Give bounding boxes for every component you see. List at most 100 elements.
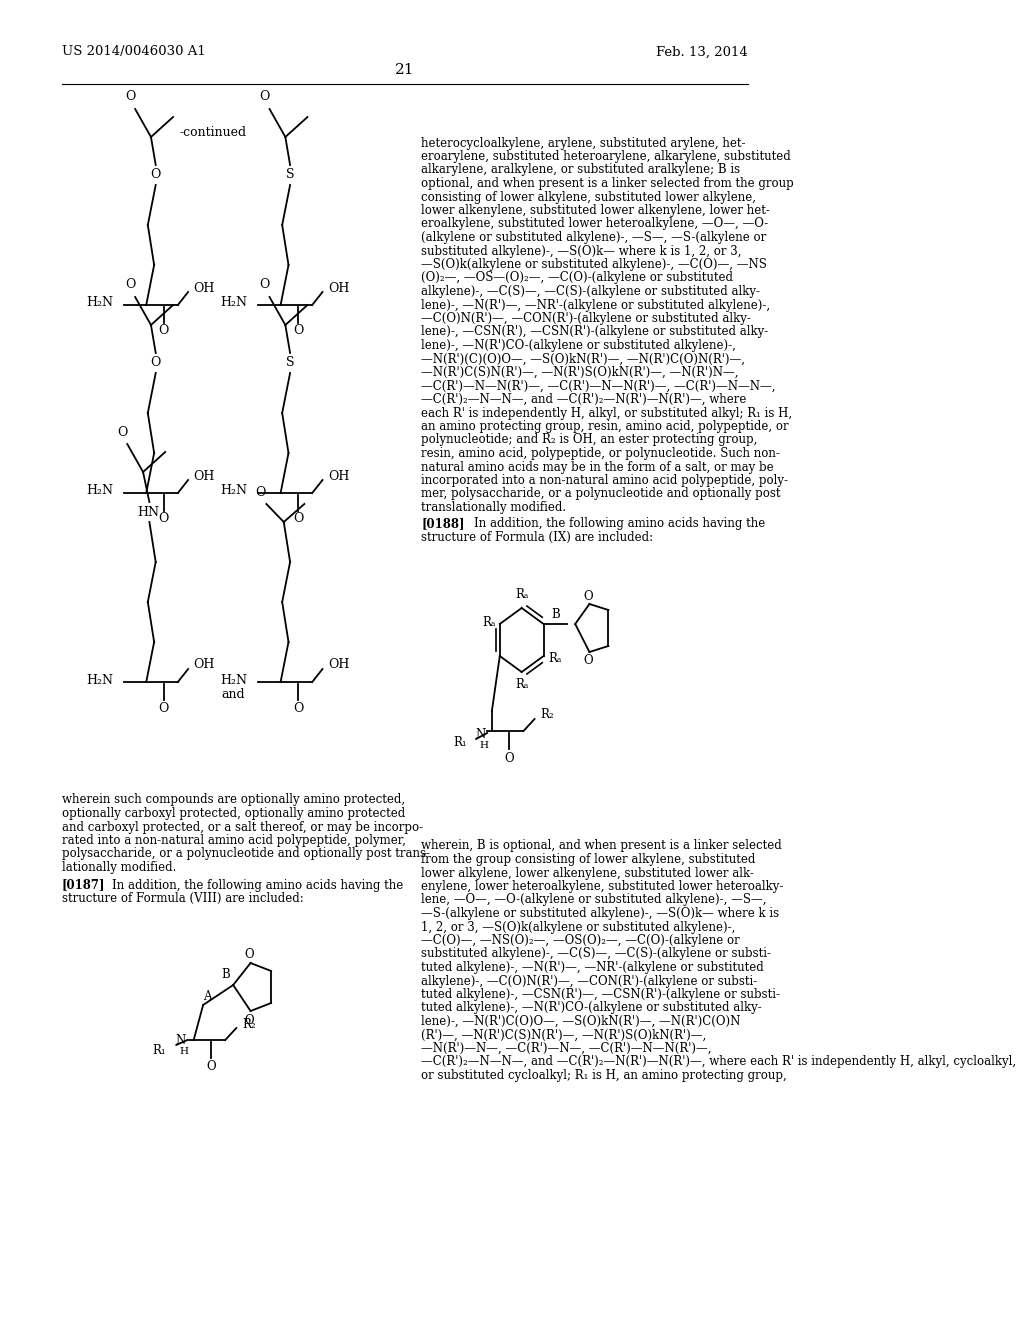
Text: O: O (583, 590, 593, 602)
Text: lene)-, —N(R')C(O)O—, —S(O)kN(R')—, —N(R')C(O)N: lene)-, —N(R')C(O)O—, —S(O)kN(R')—, —N(R… (421, 1015, 740, 1028)
Text: polysaccharide, or a polynucleotide and optionally post trans-: polysaccharide, or a polynucleotide and … (61, 847, 430, 861)
Text: an amino protecting group, resin, amino acid, polypeptide, or: an amino protecting group, resin, amino … (421, 420, 788, 433)
Text: (alkylene or substituted alkylene)-, —S—, —S-(alkylene or: (alkylene or substituted alkylene)-, —S—… (421, 231, 767, 244)
Text: 1, 2, or 3, —S(O)k(alkylene or substituted alkylene)-,: 1, 2, or 3, —S(O)k(alkylene or substitut… (421, 920, 735, 933)
Text: —N(R')C(S)N(R')—, —N(R')S(O)kN(R')—, —N(R')N—,: —N(R')C(S)N(R')—, —N(R')S(O)kN(R')—, —N(… (421, 366, 738, 379)
Text: 21: 21 (395, 63, 415, 77)
Text: optionally carboxyl protected, optionally amino protected: optionally carboxyl protected, optionall… (61, 807, 404, 820)
Text: O: O (260, 279, 270, 292)
Text: substituted alkylene)-, —C(S)—, —C(S)-(alkylene or substi-: substituted alkylene)-, —C(S)—, —C(S)-(a… (421, 948, 771, 961)
Text: [0188]: [0188] (421, 517, 465, 531)
Text: or substituted cycloalkyl; R₁ is H, an amino protecting group,: or substituted cycloalkyl; R₁ is H, an a… (421, 1069, 787, 1082)
Text: mer, polysaccharide, or a polynucleotide and optionally post: mer, polysaccharide, or a polynucleotide… (421, 487, 780, 500)
Text: —N(R')—N—, —C(R')—N—, —C(R')—N—N(R')—,: —N(R')—N—, —C(R')—N—, —C(R')—N—N(R')—, (421, 1041, 712, 1055)
Text: OH: OH (194, 470, 215, 483)
Text: (O)₂—, —OS—(O)₂—, —C(O)-(alkylene or substituted: (O)₂—, —OS—(O)₂—, —C(O)-(alkylene or sub… (421, 272, 733, 285)
Text: H₂N: H₂N (220, 484, 248, 498)
Text: R₂: R₂ (540, 709, 554, 722)
Text: O: O (505, 751, 514, 764)
Text: O: O (244, 948, 254, 961)
Text: O: O (151, 356, 161, 370)
Text: O: O (125, 279, 135, 292)
Text: O: O (260, 91, 270, 103)
Text: —C(O)—, —NS(O)₂—, —OS(O)₂—, —C(O)-(alkylene or: —C(O)—, —NS(O)₂—, —OS(O)₂—, —C(O)-(alkyl… (421, 935, 740, 946)
Text: translationally modified.: translationally modified. (421, 502, 566, 513)
Text: O: O (118, 425, 128, 438)
Text: alkarylene, aralkylene, or substituted aralkylene; B is: alkarylene, aralkylene, or substituted a… (421, 164, 740, 177)
Text: [0187]: [0187] (61, 879, 105, 891)
Text: eroalkylene, substituted lower heteroalkylene, —O—, —O-: eroalkylene, substituted lower heteroalk… (421, 218, 769, 231)
Text: -continued: -continued (180, 127, 247, 140)
Text: lene, —O—, —O-(alkylene or substituted alkylene)-, —S—,: lene, —O—, —O-(alkylene or substituted a… (421, 894, 767, 907)
Text: —C(O)N(R')—, —CON(R')-(alkylene or substituted alky-: —C(O)N(R')—, —CON(R')-(alkylene or subst… (421, 312, 752, 325)
Text: US 2014/0046030 A1: US 2014/0046030 A1 (61, 45, 206, 58)
Text: O: O (159, 325, 169, 338)
Text: HN: HN (137, 506, 159, 519)
Text: lene)-, —N(R')—, —NR'-(alkylene or substituted alkylene)-,: lene)-, —N(R')—, —NR'-(alkylene or subst… (421, 298, 770, 312)
Text: tuted alkylene)-, —N(R')CO-(alkylene or substituted alky-: tuted alkylene)-, —N(R')CO-(alkylene or … (421, 1002, 762, 1015)
Text: lationally modified.: lationally modified. (61, 861, 176, 874)
Text: N: N (475, 727, 485, 741)
Text: heterocycloalkylene, arylene, substituted arylene, het-: heterocycloalkylene, arylene, substitute… (421, 136, 745, 149)
Text: rated into a non-natural amino acid polypeptide, polymer,: rated into a non-natural amino acid poly… (61, 834, 406, 847)
Text: H₂N: H₂N (86, 484, 113, 498)
Text: —C(R')—N—N(R')—, —C(R')—N—N(R')—, —C(R')—N—N—,: —C(R')—N—N(R')—, —C(R')—N—N(R')—, —C(R')… (421, 380, 776, 392)
Text: R₁: R₁ (453, 737, 467, 750)
Text: O: O (293, 325, 303, 338)
Text: natural amino acids may be in the form of a salt, or may be: natural amino acids may be in the form o… (421, 461, 774, 474)
Text: H₂N: H₂N (86, 673, 113, 686)
Text: —C(R')₂—N—N—, and —C(R')₂—N(R')—N(R')—, where each R' is independently H, alkyl,: —C(R')₂—N—N—, and —C(R')₂—N(R')—N(R')—, … (421, 1056, 1017, 1068)
Text: polynucleotide; and R₂ is OH, an ester protecting group,: polynucleotide; and R₂ is OH, an ester p… (421, 433, 758, 446)
Text: O: O (206, 1060, 216, 1073)
Text: R₁: R₁ (153, 1044, 166, 1056)
Text: O: O (151, 169, 161, 181)
Text: wherein, B is optional, and when present is a linker selected: wherein, B is optional, and when present… (421, 840, 782, 853)
Text: lower alkylene, lower alkenylene, substituted lower alk-: lower alkylene, lower alkenylene, substi… (421, 866, 754, 879)
Text: O: O (159, 701, 169, 714)
Text: B: B (551, 607, 560, 620)
Text: OH: OH (194, 659, 215, 672)
Text: lene)-, —N(R')CO-(alkylene or substituted alkylene)-,: lene)-, —N(R')CO-(alkylene or substitute… (421, 339, 736, 352)
Text: O: O (125, 91, 135, 103)
Text: —S(O)k(alkylene or substituted alkylene)-, —C(O)—, —NS: —S(O)k(alkylene or substituted alkylene)… (421, 257, 767, 271)
Text: O: O (293, 701, 303, 714)
Text: OH: OH (328, 659, 349, 672)
Text: tuted alkylene)-, —CSN(R')—, —CSN(R')-(alkylene or substi-: tuted alkylene)-, —CSN(R')—, —CSN(R')-(a… (421, 987, 780, 1001)
Text: R₂: R₂ (242, 1018, 256, 1031)
Text: B: B (221, 969, 229, 982)
Text: OH: OH (194, 281, 215, 294)
Text: resin, amino acid, polypeptide, or polynucleotide. Such non-: resin, amino acid, polypeptide, or polyn… (421, 447, 780, 459)
Text: S: S (286, 356, 294, 370)
Text: eroarylene, substituted heteroarylene, alkarylene, substituted: eroarylene, substituted heteroarylene, a… (421, 150, 792, 162)
Text: and carboxyl protected, or a salt thereof, or may be incorpo-: and carboxyl protected, or a salt thereo… (61, 821, 423, 833)
Text: OH: OH (328, 470, 349, 483)
Text: (R')—, —N(R')C(S)N(R')—, —N(R')S(O)kN(R')—,: (R')—, —N(R')C(S)N(R')—, —N(R')S(O)kN(R'… (421, 1028, 707, 1041)
Text: wherein such compounds are optionally amino protected,: wherein such compounds are optionally am… (61, 793, 404, 807)
Text: Rₐ: Rₐ (515, 589, 528, 602)
Text: N: N (175, 1035, 185, 1048)
Text: OH: OH (328, 281, 349, 294)
Text: lene)-, —CSN(R'), —CSN(R')-(alkylene or substituted alky-: lene)-, —CSN(R'), —CSN(R')-(alkylene or … (421, 326, 769, 338)
Text: —S-(alkylene or substituted alkylene)-, —S(O)k— where k is: —S-(alkylene or substituted alkylene)-, … (421, 907, 779, 920)
Text: alkylene)-, —C(O)N(R')—, —CON(R')-(alkylene or substi-: alkylene)-, —C(O)N(R')—, —CON(R')-(alkyl… (421, 974, 758, 987)
Text: —C(R')₂—N—N—, and —C(R')₂—N(R')—N(R')—, where: —C(R')₂—N—N—, and —C(R')₂—N(R')—N(R')—, … (421, 393, 746, 407)
Text: enylene, lower heteroalkylene, substituted lower heteroalky-: enylene, lower heteroalkylene, substitut… (421, 880, 783, 894)
Text: structure of Formula (IX) are included:: structure of Formula (IX) are included: (421, 531, 653, 544)
Text: optional, and when present is a linker selected from the group: optional, and when present is a linker s… (421, 177, 794, 190)
Text: Rₐ: Rₐ (482, 615, 496, 628)
Text: A: A (203, 990, 211, 1003)
Text: substituted alkylene)-, —S(O)k— where k is 1, 2, or 3,: substituted alkylene)-, —S(O)k— where k … (421, 244, 741, 257)
Text: H₂N: H₂N (220, 673, 248, 686)
Text: each R' is independently H, alkyl, or substituted alkyl; R₁ is H,: each R' is independently H, alkyl, or su… (421, 407, 793, 420)
Text: Feb. 13, 2014: Feb. 13, 2014 (656, 45, 748, 58)
Text: —N(R')(C)(O)O—, —S(O)kN(R')—, —N(R')C(O)N(R')—,: —N(R')(C)(O)O—, —S(O)kN(R')—, —N(R')C(O)… (421, 352, 745, 366)
Text: tuted alkylene)-, —N(R')—, —NR'-(alkylene or substituted: tuted alkylene)-, —N(R')—, —NR'-(alkylen… (421, 961, 764, 974)
Text: alkylene)-, —C(S)—, —C(S)-(alkylene or substituted alky-: alkylene)-, —C(S)—, —C(S)-(alkylene or s… (421, 285, 760, 298)
Text: H: H (179, 1048, 188, 1056)
Text: H₂N: H₂N (86, 297, 113, 309)
Text: consisting of lower alkylene, substituted lower alkylene,: consisting of lower alkylene, substitute… (421, 190, 757, 203)
Text: Rₐ: Rₐ (515, 678, 528, 692)
Text: and: and (221, 689, 245, 701)
Text: H₂N: H₂N (220, 297, 248, 309)
Text: structure of Formula (VIII) are included:: structure of Formula (VIII) are included… (61, 892, 303, 906)
